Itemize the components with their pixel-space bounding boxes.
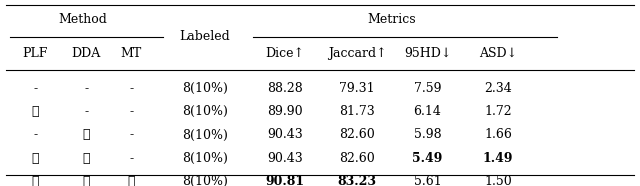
Text: Dice↑: Dice↑: [266, 47, 304, 60]
Text: 82.60: 82.60: [339, 129, 375, 142]
Text: Jaccard↑: Jaccard↑: [328, 47, 387, 60]
Text: 8(10%): 8(10%): [182, 105, 228, 118]
Text: MT: MT: [120, 47, 142, 60]
Text: ✓: ✓: [83, 152, 90, 165]
Text: 1.66: 1.66: [484, 129, 512, 142]
Text: 5.61: 5.61: [413, 175, 442, 186]
Text: 1.49: 1.49: [483, 152, 513, 165]
Text: 83.23: 83.23: [338, 175, 376, 186]
Text: 89.90: 89.90: [267, 105, 303, 118]
Text: 1.72: 1.72: [484, 105, 512, 118]
Text: Metrics: Metrics: [367, 14, 415, 26]
Text: Method: Method: [59, 14, 108, 26]
Text: PLF: PLF: [22, 47, 48, 60]
Text: 79.31: 79.31: [339, 82, 375, 95]
Text: 82.60: 82.60: [339, 152, 375, 165]
Text: 8(10%): 8(10%): [182, 129, 228, 142]
Text: 90.81: 90.81: [265, 175, 305, 186]
Text: -: -: [84, 105, 88, 118]
Text: -: -: [129, 82, 133, 95]
Text: -: -: [84, 82, 88, 95]
Text: -: -: [33, 129, 37, 142]
Text: 88.28: 88.28: [267, 82, 303, 95]
Text: 1.50: 1.50: [484, 175, 512, 186]
Text: Labeled: Labeled: [179, 30, 230, 43]
Text: -: -: [129, 105, 133, 118]
Text: 6.14: 6.14: [413, 105, 442, 118]
Text: -: -: [33, 82, 37, 95]
Text: ✓: ✓: [31, 152, 39, 165]
Text: -: -: [129, 129, 133, 142]
Text: 5.49: 5.49: [412, 152, 443, 165]
Text: ✓: ✓: [31, 175, 39, 186]
Text: ✓: ✓: [31, 105, 39, 118]
Text: 2.34: 2.34: [484, 82, 512, 95]
Text: ✓: ✓: [83, 175, 90, 186]
Text: 95HD↓: 95HD↓: [404, 47, 451, 60]
Text: -: -: [129, 152, 133, 165]
Text: 8(10%): 8(10%): [182, 175, 228, 186]
Text: 7.59: 7.59: [414, 82, 441, 95]
Text: 90.43: 90.43: [267, 129, 303, 142]
Text: 8(10%): 8(10%): [182, 152, 228, 165]
Text: 81.73: 81.73: [339, 105, 375, 118]
Text: 8(10%): 8(10%): [182, 82, 228, 95]
Text: ASD↓: ASD↓: [479, 47, 517, 60]
Text: 90.43: 90.43: [267, 152, 303, 165]
Text: ✓: ✓: [83, 129, 90, 142]
Text: 5.98: 5.98: [413, 129, 442, 142]
Text: ✓: ✓: [127, 175, 135, 186]
Text: DDA: DDA: [72, 47, 101, 60]
